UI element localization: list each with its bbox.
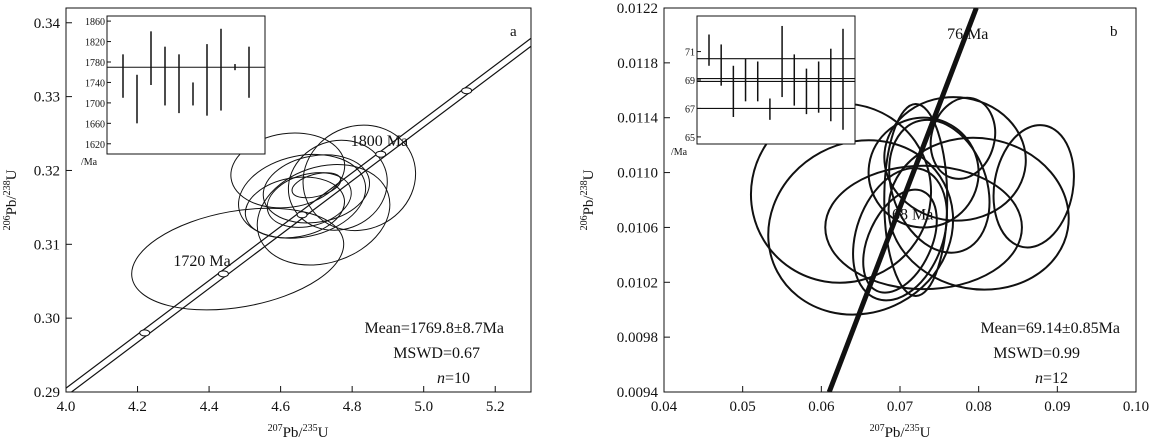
panel-b-age-label: 68 Ma — [892, 207, 933, 224]
panel-b-inset: 71 69 67 65/Ma — [671, 15, 856, 158]
panel-a: 4.0 4.2 4.4 4.6 4.8 5.0 5.2 0.29 0.30 0.31 0.32 0.3… — [2, 7, 532, 440]
panel-b-mswd: MSWD=0.99 — [993, 345, 1080, 362]
panel-b-error-ellipse — [883, 103, 949, 297]
panel-a-error-ellipse — [244, 176, 346, 239]
panel-a-inset-tick-label: 1780 — [85, 58, 105, 69]
panel-b-inset-tick-label: 67 — [685, 104, 695, 115]
panel-b-xtick-label: 0.07 — [887, 399, 914, 415]
panel-a-ytick-label: 0.33 — [34, 90, 60, 106]
panel-b: 0.04 0.05 0.06 0.07 0.08 0.09 0.10 0.0094 0.0098… — [579, 1, 1149, 440]
panel-a-error-ellipse — [262, 154, 371, 224]
panel-a-ytick-label: 0.34 — [34, 16, 61, 32]
panel-b-error-ellipse — [929, 96, 997, 180]
panel-b-ytick-label: 0.0094 — [617, 385, 659, 401]
panel-b-inset-unit: /Ma — [671, 147, 688, 158]
panel-a-xlabel: 207Pb/235U — [268, 423, 329, 440]
panel-a-inset-tick-label: 1660 — [85, 119, 105, 130]
panel-a-xtick-label: 5.2 — [486, 399, 505, 415]
panel-b-ticks: 0.04 0.05 0.06 0.07 0.08 0.09 0.10 0.0094 0.0098… — [617, 1, 1149, 415]
panel-a-inset-tick-label: 1700 — [85, 99, 105, 110]
panel-a-inset-tick-label: 1740 — [85, 78, 105, 89]
panel-a-inset: 1860 1820 1780 1740 1700 1660 1620/Ma — [81, 15, 266, 168]
panel-a-inset-frame — [106, 15, 266, 155]
panel-a-n: n=10 — [437, 370, 470, 387]
panel-a-ticks: 4.0 4.2 4.4 4.6 4.8 5.0 5.2 0.29 0.30 0.31 0.32 0.3… — [34, 16, 505, 415]
panel-a-inset-unit: /Ma — [81, 157, 98, 168]
panel-a-age-marker — [461, 87, 473, 95]
panel-a-xtick-label: 4.2 — [128, 399, 147, 415]
panel-b-ytick-label: 0.0122 — [617, 1, 658, 17]
panel-b-inset-frame — [696, 15, 856, 145]
panel-a-mean: Mean=1769.8±8.7Ma — [364, 320, 504, 337]
panel-a-letter: a — [510, 24, 517, 40]
panel-a-error-ellipse — [266, 172, 352, 228]
panel-a-error-ellipse — [256, 164, 391, 266]
panel-a-age-label: 1800 Ma — [351, 133, 408, 150]
panel-b-ytick-label: 0.0102 — [617, 275, 658, 291]
panel-b-concordia — [826, 8, 979, 392]
panel-a-concordia — [66, 37, 531, 392]
panel-b-ytick-label: 0.0098 — [617, 330, 658, 346]
panel-a-ytick-label: 0.29 — [34, 385, 60, 401]
panel-b-error-ellipse — [767, 139, 955, 316]
panel-a-frame — [65, 7, 532, 393]
panel-b-ytick-label: 0.0106 — [617, 220, 659, 236]
panel-a-ytick-label: 0.31 — [34, 237, 60, 253]
panel-b-ytick-label: 0.0114 — [617, 111, 658, 127]
panel-a-concordia-band-lower — [70, 45, 531, 392]
panel-a-age-marker — [217, 270, 229, 278]
panel-a-error-ellipse — [302, 124, 417, 232]
panel-a-error-ellipse — [238, 153, 367, 239]
panel-b-error-ellipse — [992, 124, 1075, 249]
panel-b-ylabel: 206Pb/238U — [579, 169, 597, 230]
panel-b-xlabel: 207Pb/235U — [870, 423, 931, 440]
panel-a-error-ellipse — [230, 132, 346, 209]
panel-b-concordia-line — [826, 8, 979, 392]
panel-a-xtick-label: 5.0 — [414, 399, 433, 415]
panel-a-ylabel: 206Pb/238U — [2, 169, 20, 230]
panel-a-xtick-label: 4.0 — [57, 399, 76, 415]
panel-b-xtick-label: 0.09 — [1044, 399, 1070, 415]
panel-a-xtick-label: 4.8 — [343, 399, 362, 415]
panel-b-xtick-label: 0.05 — [730, 399, 756, 415]
panel-a-xtick-label: 4.4 — [200, 399, 219, 415]
panel-b-inset-tick-label: 71 — [685, 48, 695, 59]
panel-b-error-ellipse — [862, 188, 938, 294]
panel-a-mswd: MSWD=0.67 — [393, 345, 480, 362]
panel-a-ytick-label: 0.30 — [34, 311, 60, 327]
panel-a-age-marker — [375, 150, 387, 158]
panel-a-age-label: 1720 Ma — [173, 253, 230, 270]
panel-a-error-ellipse — [291, 172, 342, 199]
panel-b-error-ellipse — [852, 167, 948, 302]
panel-b-error-ellipse — [824, 164, 1023, 291]
panel-b-n: n=12 — [1035, 370, 1068, 387]
panel-b-xtick-label: 0.06 — [808, 399, 835, 415]
panel-b-letter: b — [1110, 24, 1118, 40]
panel-b-xtick-label: 0.04 — [651, 399, 678, 415]
panel-a-error-ellipse — [131, 207, 345, 311]
panel-b-age-label: 76 Ma — [947, 26, 988, 43]
panel-b-ytick-label: 0.0110 — [617, 166, 658, 182]
panel-b-error-ellipse — [888, 118, 991, 254]
panel-b-error-ellipse — [887, 136, 1070, 291]
panel-a-inset-tick-label: 1620 — [85, 140, 105, 151]
panel-a-xtick-label: 4.6 — [271, 399, 290, 415]
panel-b-xtick-label: 0.08 — [966, 399, 992, 415]
panel-b-ellipses — [749, 96, 1075, 316]
panel-a-age-marker — [296, 211, 308, 219]
panel-b-ytick-label: 0.0118 — [617, 56, 658, 72]
panel-a-ellipses — [131, 124, 417, 311]
panel-a-inset-tick-label: 1820 — [85, 38, 105, 49]
panel-b-inset-tick-label: 65 — [685, 133, 695, 144]
panel-b-mean: Mean=69.14±0.85Ma — [980, 320, 1120, 337]
panel-a-ytick-label: 0.32 — [34, 163, 60, 179]
panel-a-age-marker — [139, 329, 151, 337]
panel-b-xtick-label: 0.10 — [1123, 399, 1149, 415]
panel-a-inset-tick-label: 1860 — [85, 17, 105, 28]
panel-a-error-ellipse — [287, 139, 388, 231]
panel-b-inset-tick-label: 69 — [685, 76, 695, 87]
